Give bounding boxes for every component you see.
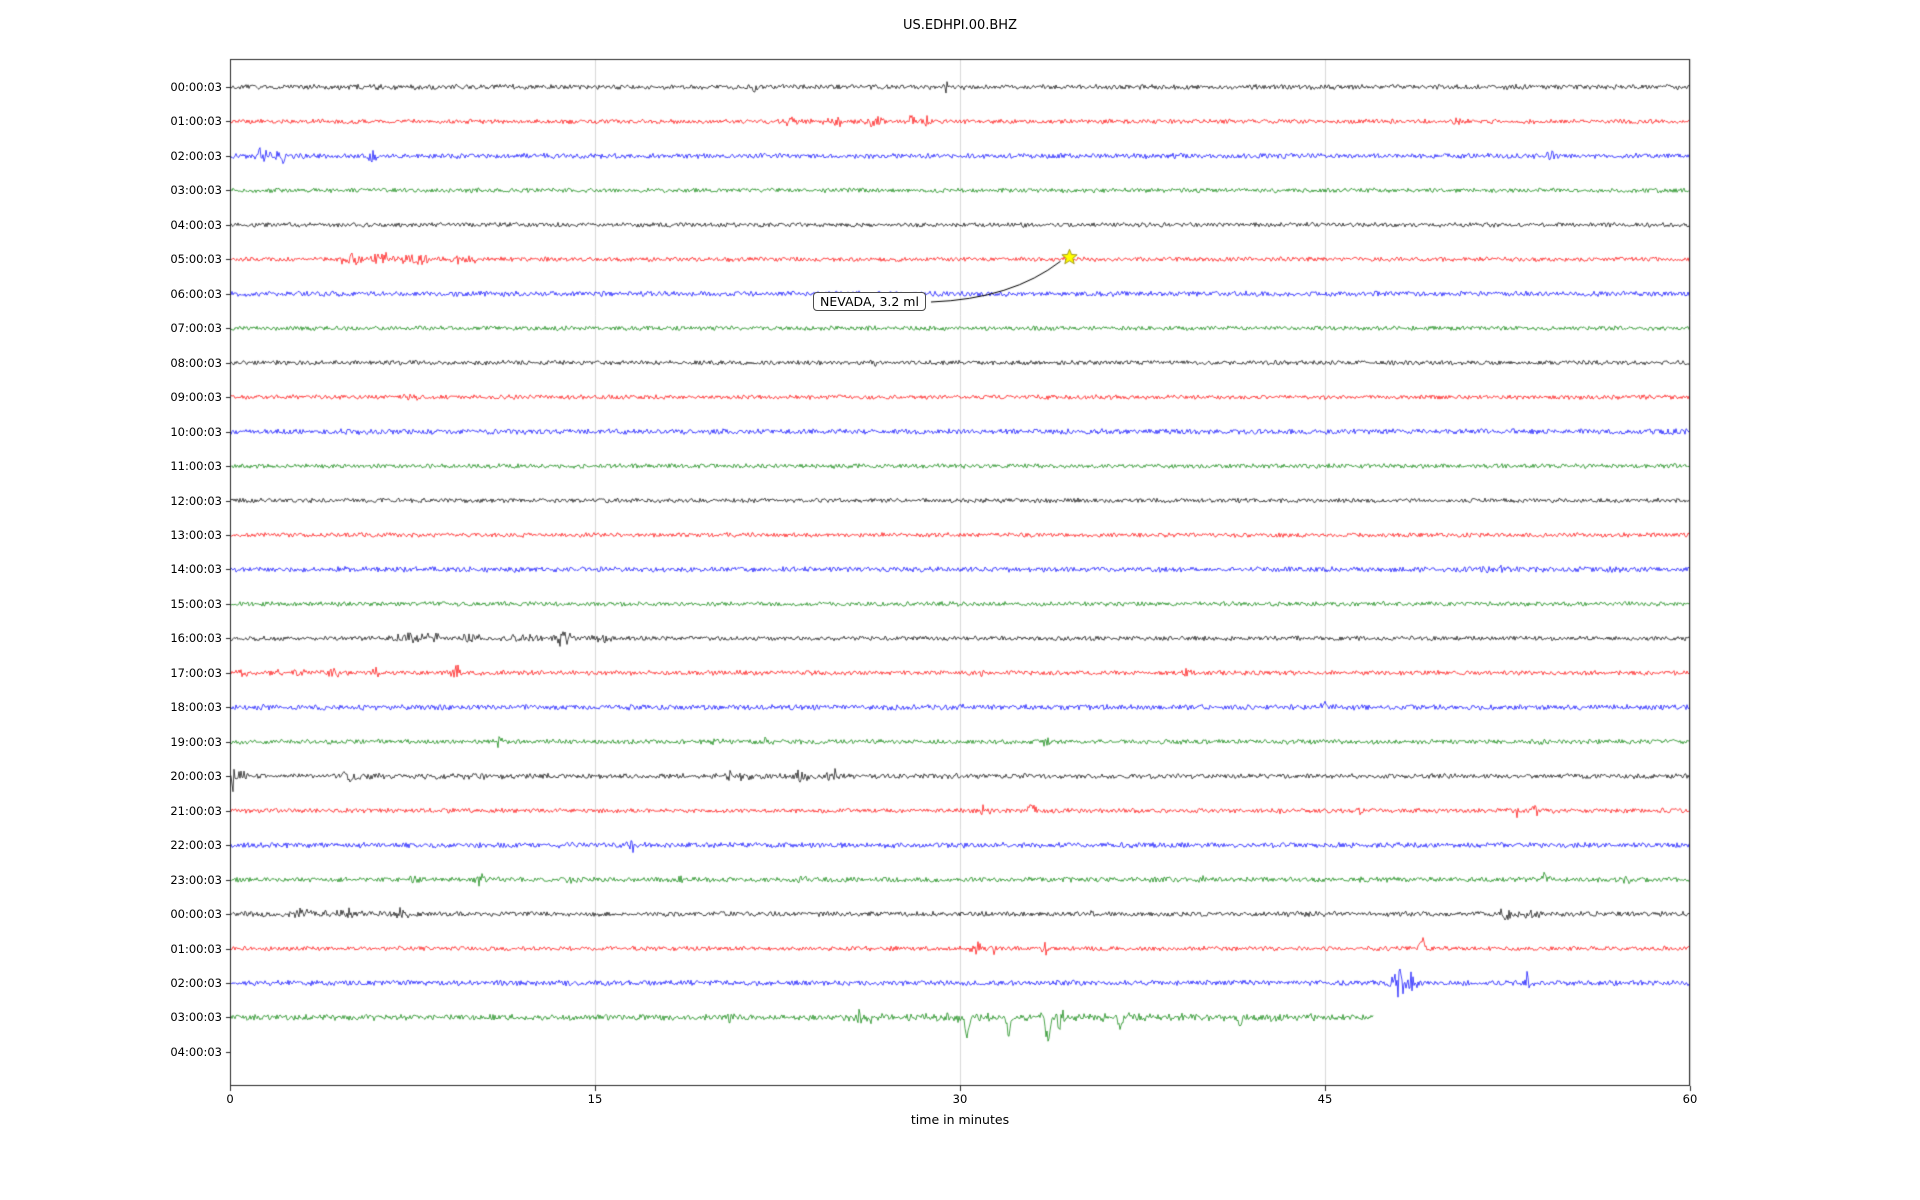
- x-tick-label: 30: [952, 1092, 968, 1106]
- row-time-label: 03:00:03: [170, 1010, 222, 1025]
- row-time-label: 07:00:03: [170, 321, 222, 336]
- row-time-label: 16:00:03: [170, 631, 222, 646]
- chart-title: US.EDHPI.00.BHZ: [903, 18, 1017, 33]
- x-axis-label: time in minutes: [910, 1112, 1010, 1127]
- row-time-label: 02:00:03: [170, 148, 222, 163]
- row-time-label: 14:00:03: [170, 562, 222, 577]
- row-time-label: 04:00:03: [170, 217, 222, 232]
- row-time-label: 01:00:03: [170, 941, 222, 956]
- event-annotation-label: NEVADA, 3.2 ml: [813, 292, 926, 311]
- x-tick-label: 45: [1317, 1092, 1333, 1106]
- row-time-label: 04:00:03: [170, 1044, 222, 1059]
- row-time-label: 21:00:03: [170, 803, 222, 818]
- row-time-label: 23:00:03: [170, 872, 222, 887]
- row-time-label: 08:00:03: [170, 355, 222, 370]
- row-time-label: 00:00:03: [170, 907, 222, 922]
- x-tick-label: 60: [1682, 1092, 1698, 1106]
- row-time-label: 22:00:03: [170, 838, 222, 853]
- row-time-label: 20:00:03: [170, 769, 222, 784]
- row-time-label: 02:00:03: [170, 975, 222, 990]
- row-time-label: 09:00:03: [170, 390, 222, 405]
- x-tick-label: 15: [587, 1092, 603, 1106]
- row-time-label: 12:00:03: [170, 493, 222, 508]
- row-time-label: 15:00:03: [170, 596, 222, 611]
- row-time-label: 17:00:03: [170, 665, 222, 680]
- row-time-label: 19:00:03: [170, 734, 222, 749]
- row-time-label: 18:00:03: [170, 700, 222, 715]
- row-time-label: 06:00:03: [170, 286, 222, 301]
- row-time-label: 01:00:03: [170, 114, 222, 129]
- row-time-label: 11:00:03: [170, 459, 222, 474]
- row-time-label: 00:00:03: [170, 80, 222, 94]
- row-time-label: 10:00:03: [170, 424, 222, 439]
- row-time-label: 03:00:03: [170, 183, 222, 198]
- row-time-label: 05:00:03: [170, 252, 222, 267]
- x-tick-label: 0: [226, 1092, 234, 1106]
- row-time-label: 13:00:03: [170, 527, 222, 542]
